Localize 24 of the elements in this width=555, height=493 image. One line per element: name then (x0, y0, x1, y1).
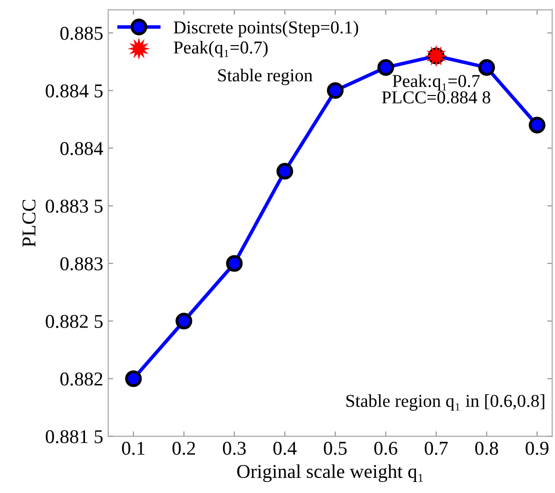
y-axis-title: PLCC (22, 200, 36, 247)
x-tick-label: 0.2 (172, 442, 195, 455)
y-tick-label: 0.883 (60, 257, 103, 270)
x-tick-label: 0.1 (122, 442, 144, 455)
y-tick-label: 0.884 (60, 142, 104, 156)
y-tick-label: 0.883 5 (46, 200, 103, 213)
y-tick-label: 0.885 (60, 26, 103, 40)
legend-label: Discrete points(Step=0.1) (174, 20, 358, 38)
y-tick-label: 0.881 5 (46, 430, 103, 444)
x-axis-title: Original scale weight q₁ (237, 464, 423, 482)
annotation: Stable region (218, 68, 312, 86)
x-tick-label: 0.5 (324, 442, 347, 455)
x-tick-label: 0.3 (222, 442, 246, 455)
x-tick-label: 0.4 (273, 442, 297, 455)
y-tick-label: 0.882 5 (46, 314, 103, 328)
legend-label: Peak(q₁=0.7) (174, 40, 268, 58)
x-tick-label: 0.9 (526, 442, 548, 455)
annotation: Peak:q₁=0.7 PLCC=0.884 8 (382, 74, 490, 104)
y-tick-label: 0.882 (60, 372, 102, 386)
annotation: Stable region q₁ in [0.6,0.8] (346, 394, 544, 411)
x-tick-label: 0.6 (374, 442, 398, 455)
x-tick-label: 0.8 (475, 442, 498, 455)
y-tick-label: 0.884 5 (46, 84, 103, 98)
x-tick-label: 0.7 (424, 442, 448, 455)
